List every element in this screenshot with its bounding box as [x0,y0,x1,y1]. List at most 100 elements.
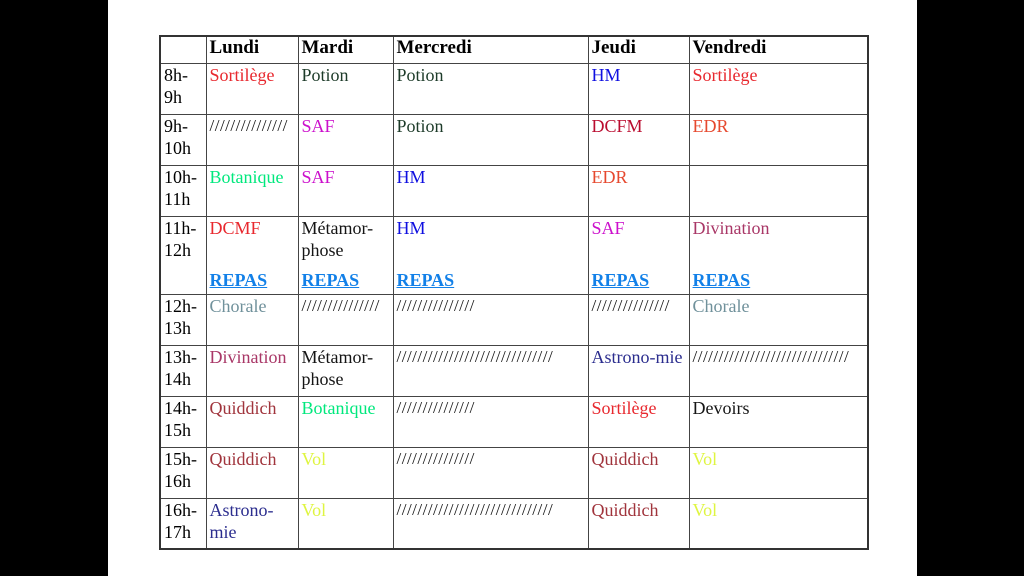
timetable-row-8: 16h-17h Astrono-mie Vol ///////////////////… [159,497,869,550]
timetable-cell: Vol [688,497,869,550]
subject-label: Potion [396,64,444,85]
timetable-cell: Botanique [297,395,394,448]
timetable-row-0: 8h-9h Sortilège Potion Potion HM Sortilège [159,62,869,115]
blocked-slot-marks: ////////////////////////////// [396,346,554,366]
timetable-cell: Sortilège [205,62,299,115]
time-label: 15h-16h [159,446,207,499]
subject-label: Astrono-mie [591,346,683,367]
subject-label: Quiddich [209,448,277,469]
subject-label: Métamor-phose [301,217,374,261]
repas-label: REPAS [591,269,650,290]
timetable-row-2: 10h-11h Botanique SAF HM EDR [159,164,869,217]
time-label: 13h-14h [159,344,207,397]
subject-label: Botanique [301,397,376,418]
blocked-slot-marks: /////////////// [396,295,475,315]
subject-label: EDR [692,115,729,136]
timetable-cell: /////////////// [205,113,299,166]
day-header-mercredi: Mercredi [392,35,589,64]
timetable-cell: SAF [297,164,394,217]
header-row: Lundi Mardi Mercredi Jeudi Vendredi [159,35,869,64]
blocked-slot-marks: /////////////// [209,115,288,135]
timetable-cell: ////////////////////////////// [392,344,589,397]
subject-label: Vol [301,448,327,469]
repas-label: REPAS [396,269,455,290]
day-header-mardi: Mardi [297,35,394,64]
subject-label: SAF [301,166,335,187]
subject-label: Devoirs [692,397,750,418]
timetable-cell: Sortilège [688,62,869,115]
subject-label: Sortilège [591,397,657,418]
timetable-cell: Vol [688,446,869,499]
timetable-cell: /////////////// [392,293,589,346]
timetable-cell: Divination REPAS [688,215,869,295]
blocked-slot-marks: ////////////////////////////// [692,346,850,366]
blocked-slot-marks: /////////////// [396,448,475,468]
repas-label: REPAS [209,269,268,290]
blocked-slot-marks: /////////////// [301,295,380,315]
timetable-body: Lundi Mardi Mercredi Jeudi Vendredi 8h-9h Sort… [159,35,869,550]
blocked-slot-marks: /////////////// [591,295,670,315]
timetable-row-6: 14h-15h Quiddich Botanique /////////////// S… [159,395,869,448]
timetable-cell: HM [587,62,690,115]
timetable-cell: Potion [392,62,589,115]
blocked-slot-marks: /////////////// [396,397,475,417]
timetable-row-7: 15h-16h Quiddich Vol///////////////Quiddic… [159,446,869,499]
timetable-cell: Métamor-phose [297,344,394,397]
timetable-cell: EDR [587,164,690,217]
timetable-cell: ////////////////////////////// [392,497,589,550]
timetable: Lundi Mardi Mercredi Jeudi Vendredi 8h-9h Sort… [159,35,869,550]
subject-label: Vol [692,448,718,469]
time-label: 8h-9h [159,62,207,115]
timetable-cell [688,164,869,217]
day-header-jeudi: Jeudi [587,35,690,64]
subject-label: Métamor-phose [301,346,374,390]
timetable-cell: Métamor-phose REPAS [297,215,394,295]
timetable-cell: Quiddich [205,395,299,448]
subject-label: HM [591,64,621,85]
timetable-cell: Vol [297,446,394,499]
timetable-row-5: 13h-14h Divination Métamor-phose //////////… [159,344,869,397]
subject-label: Sortilège [692,64,758,85]
subject-label: SAF [591,217,625,238]
blocked-slot-marks: ////////////////////////////// [396,499,554,519]
timetable-cell: Devoirs [688,395,869,448]
time-label: 9h-10h [159,113,207,166]
timetable-cell: EDR [688,113,869,166]
timetable-cell: Quiddich [587,497,690,550]
timetable-cell: Potion [392,113,589,166]
timetable-cell: Quiddich [587,446,690,499]
timetable-cell: /////////////// [392,395,589,448]
timetable-cell: Quiddich [205,446,299,499]
subject-label: Sortilège [209,64,275,85]
subject-label: Potion [301,64,349,85]
timetable-row-3: 11h-12h DCMF REPAS Métamor-phose REPAS HM REPA… [159,215,869,295]
subject-label: SAF [301,115,335,136]
timetable-row-4: 12h-13h Chorale//////////////////////////… [159,293,869,346]
timetable-cell: /////////////// [587,293,690,346]
timetable-cell: /////////////// [392,446,589,499]
corner-cell [159,35,207,64]
timetable-cell: Astrono-mie [205,497,299,550]
subject-label: EDR [591,166,628,187]
subject-label: Potion [396,115,444,136]
subject-label: Quiddich [591,499,659,520]
timetable-cell: Astrono-mie [587,344,690,397]
timetable-cell: DCMF REPAS [205,215,299,295]
time-label: 11h-12h [159,215,207,295]
timetable-cell: Potion [297,62,394,115]
subject-label: Divination [209,346,287,367]
timetable-cell: Botanique [205,164,299,217]
time-label: 10h-11h [159,164,207,217]
timetable-cell: /////////////// [297,293,394,346]
subject-label: Divination [692,217,770,238]
timetable-cell: Chorale [688,293,869,346]
timetable-cell: DCFM [587,113,690,166]
timetable-cell: SAF REPAS [587,215,690,295]
repas-label: REPAS [692,269,751,290]
subject-label: HM [396,217,426,238]
timetable-cell: HM [392,164,589,217]
subject-label: Quiddich [591,448,659,469]
subject-label: DCMF [209,217,261,238]
timetable-cell: ////////////////////////////// [688,344,869,397]
